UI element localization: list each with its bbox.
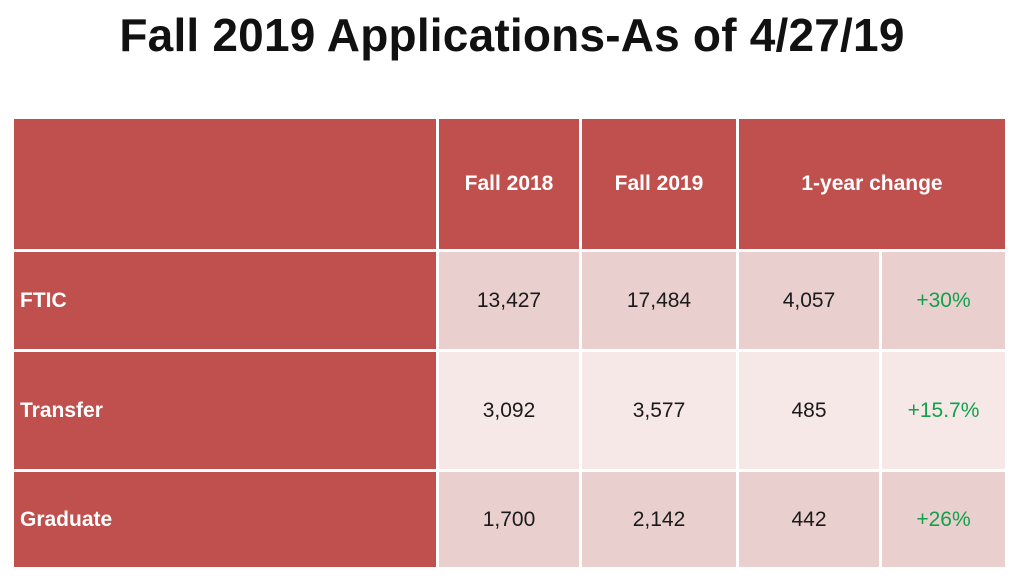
cell-graduate-change-pct: +26%	[882, 472, 1005, 567]
header-1-year-change: 1-year change	[739, 119, 1005, 249]
cell-graduate-change-abs: 442	[739, 472, 879, 567]
header-corner-cell	[14, 119, 436, 249]
cell-transfer-fall-2019: 3,577	[582, 352, 736, 469]
cell-ftic-fall-2018: 13,427	[439, 252, 579, 349]
header-fall-2018: Fall 2018	[439, 119, 579, 249]
cell-ftic-fall-2019: 17,484	[582, 252, 736, 349]
cell-transfer-fall-2018: 3,092	[439, 352, 579, 469]
cell-graduate-fall-2018: 1,700	[439, 472, 579, 567]
applications-table: Fall 2018 Fall 2019 1-year change FTIC 1…	[14, 119, 1005, 567]
cell-transfer-change-abs: 485	[739, 352, 879, 469]
cell-ftic-change-abs: 4,057	[739, 252, 879, 349]
header-fall-2019: Fall 2019	[582, 119, 736, 249]
row-label-ftic: FTIC	[14, 252, 436, 349]
page-title: Fall 2019 Applications-As of 4/27/19	[119, 9, 905, 61]
cell-transfer-change-pct: +15.7%	[882, 352, 1005, 469]
row-label-graduate: Graduate	[14, 472, 436, 567]
cell-graduate-fall-2019: 2,142	[582, 472, 736, 567]
row-label-transfer: Transfer	[14, 352, 436, 469]
cell-ftic-change-pct: +30%	[882, 252, 1005, 349]
